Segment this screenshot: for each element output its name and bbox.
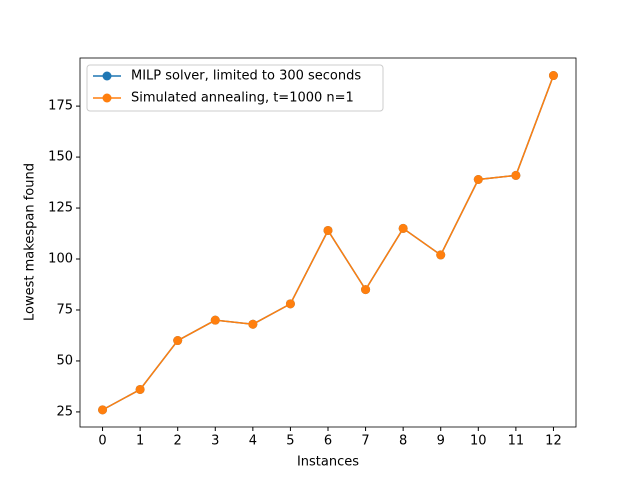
- x-axis-label: Instances: [297, 455, 359, 470]
- x-tick-label: 7: [361, 434, 369, 449]
- point: [98, 405, 108, 415]
- point: [285, 299, 295, 309]
- x-tick-label: 8: [399, 434, 407, 449]
- x-tick-label: 10: [470, 434, 487, 449]
- point: [548, 71, 558, 81]
- point: [323, 225, 333, 235]
- y-tick-label: 100: [48, 252, 73, 267]
- legend-label: Simulated annealing, t=1000 n=1: [131, 91, 354, 106]
- legend-marker: [102, 71, 112, 81]
- y-tick-label: 125: [48, 201, 73, 216]
- x-tick-label: 12: [545, 434, 562, 449]
- plot-frame: [79, 57, 577, 428]
- legend-label: MILP solver, limited to 300 seconds: [131, 69, 361, 84]
- y-tick-label: 175: [48, 99, 73, 114]
- y-tick-label: 25: [56, 404, 73, 419]
- x-tick-label: 9: [437, 434, 445, 449]
- point: [398, 223, 408, 233]
- x-tick-label: 2: [174, 434, 182, 449]
- x-tick-label: 3: [211, 434, 219, 449]
- legend-box: [86, 64, 384, 112]
- y-tick-label: 75: [56, 302, 73, 317]
- x-tick-label: 1: [136, 434, 144, 449]
- point: [511, 170, 521, 180]
- x-tick-label: 5: [286, 434, 294, 449]
- y-axis-label: Lowest makespan found: [23, 163, 38, 321]
- point: [473, 175, 483, 185]
- x-tick-label: 4: [249, 434, 257, 449]
- point: [248, 319, 258, 329]
- y-tick-label: 150: [48, 150, 73, 165]
- point: [361, 285, 371, 295]
- point: [173, 336, 183, 346]
- x-tick-label: 11: [508, 434, 525, 449]
- point: [210, 315, 220, 325]
- x-tick-label: 6: [324, 434, 332, 449]
- legend-marker: [102, 93, 112, 103]
- point: [135, 384, 145, 394]
- point: [436, 250, 446, 260]
- y-tick-label: 50: [56, 353, 73, 368]
- x-tick-label: 0: [98, 434, 106, 449]
